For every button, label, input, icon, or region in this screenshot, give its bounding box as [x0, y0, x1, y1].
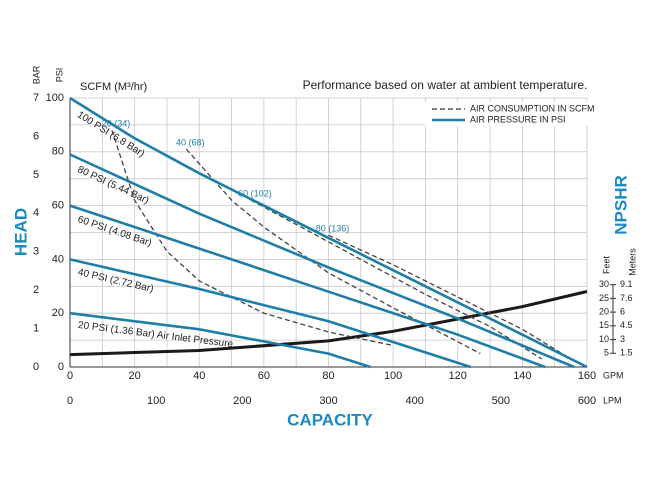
x-tick-label: 100 [384, 370, 402, 382]
legend: AIR CONSUMPTION IN SCFM AIR PRESSURE IN … [425, 102, 597, 126]
bar-tick-label: 4 [33, 207, 39, 219]
lpm-tick-label: 600 [578, 395, 596, 407]
air-pressure-line [69, 96, 588, 369]
bar-tick-label: 7 [33, 92, 39, 104]
feet-tick-label: 15 [599, 320, 609, 330]
air-pressure-line [69, 204, 546, 369]
feet-tick-label: 10 [599, 334, 609, 344]
bar-tick-label: 0 [33, 361, 39, 373]
series-header: SCFM (M³/hr) [80, 81, 147, 93]
scfm-label: 20 (34) [102, 119, 131, 129]
y-tick-label: 80 [52, 146, 64, 158]
feet-tick-label: 5 [604, 348, 609, 358]
npshr-title: NPSHR [611, 175, 630, 235]
lpm-tick-label: 400 [405, 395, 423, 407]
x-tick-label: 80 [322, 370, 334, 382]
meter-tick-label: 1.5 [620, 348, 633, 358]
y-tick-label: 60 [52, 200, 64, 212]
bar-tick-label: 3 [33, 246, 39, 258]
feet-tick-label: 30 [599, 279, 609, 289]
x-tick-label: 160 [578, 370, 596, 382]
bar-unit: BAR [31, 65, 41, 84]
lpm-tick-label: 0 [67, 395, 73, 407]
x-axis-title: CAPACITY [287, 410, 373, 429]
legend-label: AIR PRESSURE IN PSI [470, 114, 566, 124]
air-consumption-line [328, 234, 572, 360]
gpm-unit: GPM [603, 370, 624, 380]
x-tick-label: 20 [129, 370, 141, 382]
x-tick-label: 0 [67, 370, 73, 382]
air-consumption-line [250, 199, 543, 360]
x-tick-label: 120 [449, 370, 467, 382]
scfm-label: 40 (68) [176, 137, 205, 147]
chart-title: Performance based on water at ambient te… [303, 78, 588, 92]
y-axis-title: HEAD [11, 208, 30, 256]
meter-tick-label: 6 [620, 306, 625, 316]
scfm-label: 80 (136) [316, 224, 350, 234]
bar-tick-label: 2 [33, 284, 39, 296]
meter-tick-label: 7.6 [620, 293, 633, 303]
air-consumption-line [185, 148, 481, 355]
y-tick-label: 20 [52, 307, 64, 319]
scfm-label: 60 (102) [238, 189, 272, 199]
psi-unit: PSI [54, 68, 64, 83]
lpm-tick-label: 500 [492, 395, 510, 407]
air-pressure-line [69, 153, 575, 369]
meter-tick-label: 4.5 [620, 320, 633, 330]
lpm-tick-label: 200 [233, 395, 251, 407]
x-tick-label: 40 [193, 370, 205, 382]
meters-unit: Meters [627, 248, 637, 276]
lpm-tick-label: 300 [319, 395, 337, 407]
meter-tick-label: 9.1 [620, 279, 633, 289]
y-tick-label: 40 [52, 253, 64, 265]
y-tick-label: 100 [46, 92, 64, 104]
bar-tick-label: 5 [33, 169, 39, 181]
feet-tick-label: 20 [599, 306, 609, 316]
npshr-curve [69, 290, 588, 357]
feet-unit: Feet [601, 255, 611, 274]
lpm-tick-label: 100 [147, 395, 165, 407]
air-pressure-line [69, 311, 371, 369]
legend-label: AIR CONSUMPTION IN SCFM [470, 103, 595, 113]
y-tick-label: 0 [58, 361, 64, 373]
bar-tick-label: 6 [33, 130, 39, 142]
x-tick-label: 140 [513, 370, 531, 382]
meter-tick-label: 3 [620, 334, 625, 344]
x-tick-label: 60 [258, 370, 270, 382]
legend-box [425, 102, 597, 126]
air-pressure-line [69, 258, 472, 369]
bar-tick-label: 1 [33, 322, 39, 334]
lpm-unit: LPM [603, 395, 622, 405]
air-consumption-line [111, 130, 394, 347]
feet-tick-label: 25 [599, 293, 609, 303]
